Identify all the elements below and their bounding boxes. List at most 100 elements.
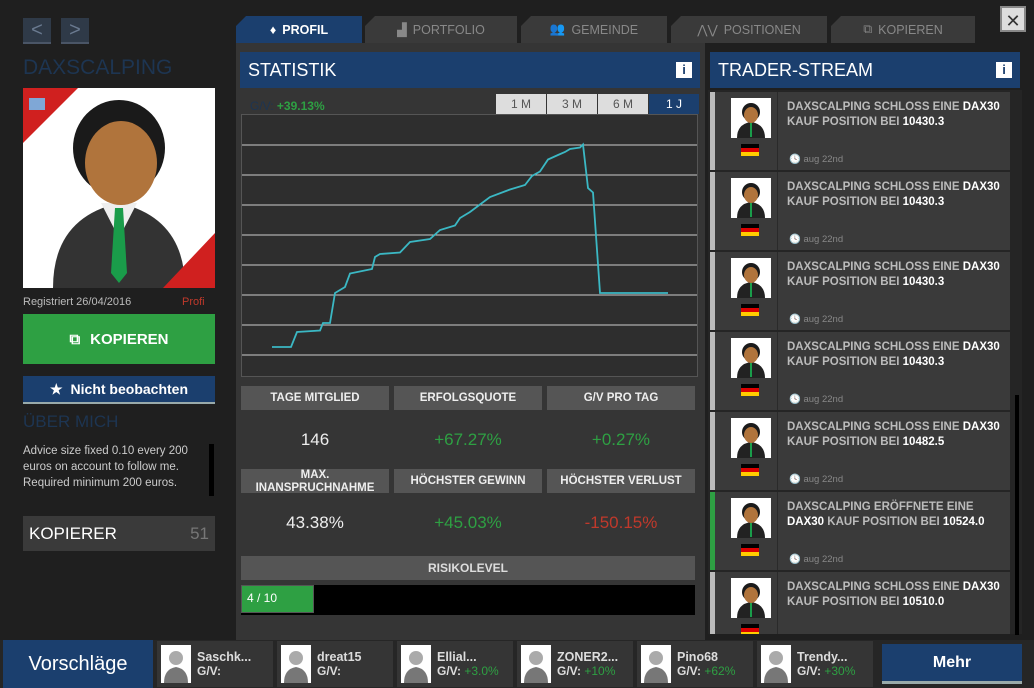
close-button[interactable]: ✕	[1000, 6, 1026, 32]
stream-item[interactable]: DAXSCALPING SCHLOSS EINE DAX30 KAUF POSI…	[710, 412, 1010, 490]
stat-label: ERFOLGSQUOTE	[394, 386, 542, 410]
gv-label: G/V:	[197, 664, 222, 678]
copy-button[interactable]: ⧉ KOPIEREN	[23, 314, 215, 364]
clock-icon: 🕓	[789, 314, 801, 325]
range-1j[interactable]: 1 J	[649, 94, 699, 114]
performance-chart	[241, 114, 698, 377]
statistics-title: STATISTIK	[248, 59, 337, 80]
stat-value: +67.27%	[434, 430, 502, 449]
stream-time: 🕓 aug 22nd	[789, 474, 843, 485]
range-1m[interactable]: 1 M	[496, 94, 546, 114]
about-scrollbar[interactable]	[209, 444, 214, 496]
divider	[777, 412, 778, 490]
time-text: aug 22nd	[803, 234, 844, 245]
gv-label: G/V:	[677, 664, 702, 678]
user-avatar	[401, 645, 431, 683]
gv-label: G/V:	[557, 664, 582, 678]
stream-time: 🕓 aug 22nd	[789, 154, 843, 165]
stream-header: TRADER-STREAM i	[710, 52, 1020, 88]
time-text: aug 22nd	[803, 394, 844, 405]
tab-positionen[interactable]: ⋀⋁ POSITIONEN	[671, 16, 827, 43]
time-text: aug 22nd	[803, 554, 844, 565]
stream-time: 🕓 aug 22nd	[789, 234, 843, 245]
user-avatar	[161, 645, 191, 683]
user-name: dreat15	[317, 650, 362, 664]
trader-stream: DAXSCALPING SCHLOSS EINE DAX30 KAUF POSI…	[708, 90, 1022, 634]
stream-text: DAXSCALPING SCHLOSS EINE DAX30 KAUF POSI…	[787, 101, 1000, 128]
trader-avatar	[731, 498, 771, 538]
trader-avatar	[731, 258, 771, 298]
copiers-box[interactable]: KOPIERER 51	[23, 516, 215, 551]
tab-gemeinde[interactable]: 👥 GEMEINDE	[521, 16, 667, 43]
stream-item[interactable]: DAXSCALPING SCHLOSS EINE DAX30 KAUF POSI…	[710, 252, 1010, 330]
tab-kopieren[interactable]: ⧉ KOPIEREN	[831, 16, 975, 43]
range-6m[interactable]: 6 M	[598, 94, 648, 114]
gv-value: +10%	[584, 664, 616, 678]
tab-profil[interactable]: ♦ PROFIL	[236, 16, 362, 43]
suggestion-item[interactable]: Saschk... G/V:	[157, 641, 273, 687]
stream-text: DAXSCALPING SCHLOSS EINE DAX30 KAUF POSI…	[787, 341, 1000, 368]
divider	[777, 332, 778, 410]
unwatch-label: Nicht beobachten	[70, 381, 189, 397]
copiers-label: KOPIERER	[29, 523, 117, 543]
suggestion-item[interactable]: Trendy... G/V: +30%	[757, 641, 873, 687]
tie-icon: ♦	[269, 22, 277, 37]
more-button[interactable]: Mehr	[882, 644, 1022, 684]
gv-value: +30%	[824, 664, 856, 678]
trader-avatar	[731, 338, 771, 378]
divider	[777, 92, 778, 170]
range-3m[interactable]: 3 M	[547, 94, 597, 114]
divider	[777, 492, 778, 570]
gv-label: G/V:	[317, 664, 342, 678]
germany-flag-icon	[741, 384, 759, 396]
germany-flag-icon	[741, 304, 759, 316]
tab-label: POSITIONEN	[723, 22, 801, 37]
suggestions-title: Vorschläge	[3, 640, 153, 688]
stream-time: 🕓 aug 22nd	[789, 314, 843, 325]
info-icon[interactable]: i	[996, 62, 1012, 78]
unwatch-button[interactable]: ★ Nicht beobachten	[23, 376, 215, 404]
prev-button[interactable]: <	[23, 18, 51, 44]
stream-title: TRADER-STREAM	[718, 59, 874, 80]
stream-item[interactable]: DAXSCALPING ERÖFFNETE EINE DAX30 KAUF PO…	[710, 492, 1010, 570]
divider	[777, 252, 778, 330]
copy-label: KOPIEREN	[90, 330, 169, 348]
gv-value: +3.0%	[464, 664, 499, 678]
about-title: ÜBER MICH	[23, 412, 119, 431]
trader-avatar	[731, 178, 771, 218]
info-icon[interactable]: i	[676, 62, 692, 78]
trader-avatar	[731, 578, 771, 618]
positions-icon: ⋀⋁	[697, 23, 718, 37]
stream-text: DAXSCALPING SCHLOSS EINE DAX30 KAUF POSI…	[787, 261, 1000, 288]
gv-label: G/V:	[250, 99, 274, 113]
stat-label: MAX. INANSPRUCHNAHME	[241, 469, 389, 494]
clock-icon: 🕓	[789, 474, 801, 485]
stream-item[interactable]: DAXSCALPING SCHLOSS EINE DAX30 KAUF POSI…	[710, 92, 1010, 170]
suggestion-item[interactable]: ZONER2... G/V: +10%	[517, 641, 633, 687]
stream-item[interactable]: DAXSCALPING SCHLOSS EINE DAX30 KAUF POSI…	[710, 572, 1010, 634]
user-name: Pino68	[677, 650, 718, 664]
stream-scrollbar[interactable]	[1015, 395, 1019, 635]
tab-portfolio[interactable]: ▟ PORTFOLIO	[365, 16, 517, 43]
stream-time: 🕓 aug 22nd	[789, 554, 843, 565]
stream-text: DAXSCALPING SCHLOSS EINE DAX30 KAUF POSI…	[787, 421, 1000, 448]
next-button[interactable]: >	[61, 18, 89, 44]
gv-label: G/V:	[797, 664, 822, 678]
germany-flag-icon	[741, 144, 759, 156]
stat-label: HÖCHSTER GEWINN	[394, 469, 542, 493]
trader-level: Profi	[182, 296, 205, 308]
star-icon: ★	[49, 380, 63, 397]
stream-item[interactable]: DAXSCALPING SCHLOSS EINE DAX30 KAUF POSI…	[710, 172, 1010, 250]
stream-item[interactable]: DAXSCALPING SCHLOSS EINE DAX30 KAUF POSI…	[710, 332, 1010, 410]
suggestion-item[interactable]: Ellial... G/V: +3.0%	[397, 641, 513, 687]
tab-label: KOPIEREN	[878, 22, 943, 37]
registered-date: Registriert 26/04/2016	[23, 296, 132, 308]
stream-text: DAXSCALPING SCHLOSS EINE DAX30 KAUF POSI…	[787, 181, 1000, 208]
suggestion-item[interactable]: dreat15 G/V:	[277, 641, 393, 687]
stat-value: -150.15%	[584, 513, 658, 532]
clock-icon: 🕓	[789, 394, 801, 405]
chart-icon: ▟	[397, 23, 407, 37]
stat-value: 43.38%	[286, 513, 344, 532]
user-name: Trendy...	[797, 650, 848, 664]
suggestion-item[interactable]: Pino68 G/V: +62%	[637, 641, 753, 687]
